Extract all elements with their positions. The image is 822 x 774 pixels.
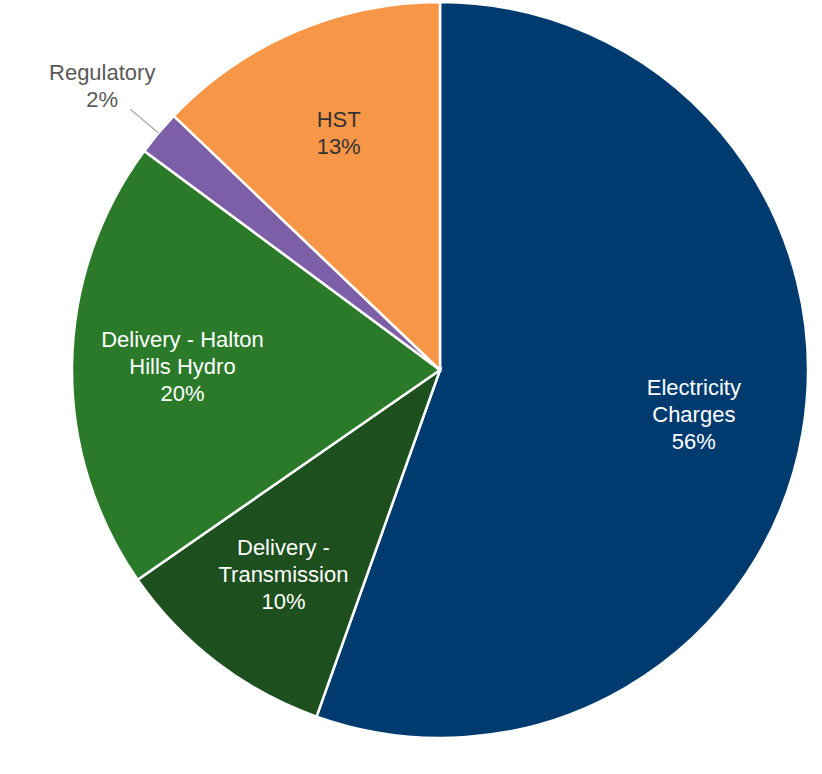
data-label: 2% bbox=[86, 87, 118, 112]
slice-label: Regulatory bbox=[49, 60, 155, 85]
data-label: 56% bbox=[672, 429, 716, 454]
slice-label-line: HST bbox=[317, 107, 361, 132]
chart-container: ElectricityCharges56% Delivery -Transmiss… bbox=[0, 0, 822, 774]
data-label: 20% bbox=[160, 381, 204, 406]
slice-label-line: Electricity bbox=[647, 375, 741, 400]
chart-svg: ElectricityCharges56% Delivery -Transmiss… bbox=[0, 0, 822, 774]
slice-label-line: Charges bbox=[652, 402, 735, 427]
slice-label: HST bbox=[317, 107, 361, 132]
slice-label-line: Transmission bbox=[218, 562, 348, 587]
labels: ElectricityCharges56% Delivery -Transmiss… bbox=[49, 60, 741, 615]
data-label: 13% bbox=[317, 134, 361, 159]
pie-group: ElectricityCharges56% Delivery -Transmiss… bbox=[49, 2, 808, 738]
leader-line bbox=[130, 109, 158, 133]
data-label: 10% bbox=[261, 589, 305, 614]
slice-label: Delivery -Transmission bbox=[218, 535, 348, 587]
slice-label-line: Regulatory bbox=[49, 60, 155, 85]
slice-label: Delivery - HaltonHills Hydro bbox=[101, 327, 264, 379]
slice-label-line: Delivery - Halton bbox=[101, 327, 264, 352]
slice-label: ElectricityCharges bbox=[647, 375, 741, 427]
slices bbox=[72, 2, 808, 738]
pie-slice bbox=[174, 2, 440, 370]
slice-label-line: Hills Hydro bbox=[129, 354, 235, 379]
slice-label-line: Delivery - bbox=[237, 535, 330, 560]
